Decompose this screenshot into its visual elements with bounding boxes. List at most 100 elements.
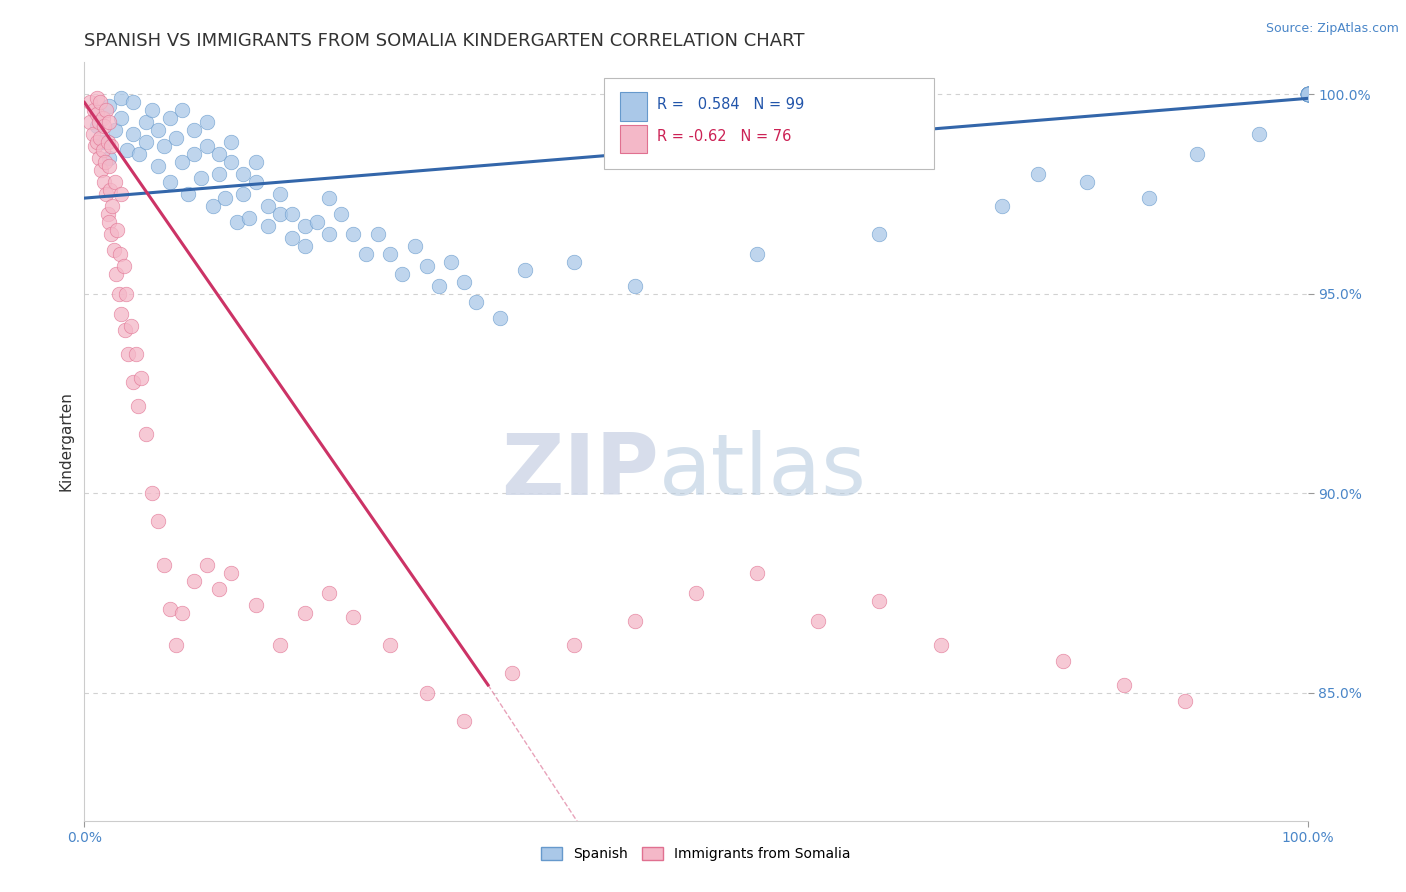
Point: [87, 151, 110, 165]
Point: [1296, 87, 1319, 102]
Point: [342, 227, 364, 241]
Point: [93, 120, 115, 134]
Point: [86, 135, 108, 149]
Point: [502, 665, 524, 680]
Point: [125, 347, 148, 361]
Point: [453, 275, 475, 289]
Point: [135, 426, 157, 441]
Point: [416, 686, 439, 700]
Point: [128, 147, 150, 161]
Point: [86, 120, 108, 134]
Point: [391, 267, 413, 281]
Point: [214, 191, 236, 205]
Point: [103, 243, 125, 257]
Point: [87, 115, 110, 129]
Point: [165, 131, 187, 145]
Point: [245, 598, 267, 612]
Point: [318, 227, 340, 241]
Point: [84, 139, 107, 153]
Point: [82, 128, 104, 142]
Point: [97, 99, 120, 113]
Point: [226, 215, 249, 229]
Point: [1296, 87, 1319, 102]
Point: [1296, 87, 1319, 102]
Point: [513, 263, 536, 277]
Point: [342, 610, 364, 624]
Point: [79, 115, 101, 129]
Point: [195, 115, 218, 129]
Point: [91, 143, 114, 157]
Point: [120, 318, 142, 333]
Point: [201, 199, 224, 213]
Point: [1296, 87, 1319, 102]
Point: [1296, 87, 1319, 102]
Point: [1296, 87, 1319, 102]
Point: [159, 602, 181, 616]
Point: [1187, 147, 1209, 161]
Point: [97, 135, 120, 149]
Point: [464, 294, 486, 309]
Point: [1296, 87, 1319, 102]
Point: [146, 159, 169, 173]
Point: [91, 135, 114, 149]
Point: [97, 115, 120, 129]
Point: [177, 187, 200, 202]
Point: [1296, 87, 1319, 102]
Point: [807, 614, 830, 628]
Point: [1296, 87, 1319, 102]
Point: [269, 207, 291, 221]
Point: [318, 586, 340, 600]
Point: [354, 247, 377, 261]
Point: [86, 107, 108, 121]
Point: [83, 103, 105, 118]
Bar: [620, 92, 647, 120]
Point: [208, 147, 231, 161]
Point: [172, 103, 194, 118]
Bar: [620, 125, 647, 153]
Point: [281, 207, 304, 221]
Point: [153, 139, 176, 153]
Text: SPANISH VS IMMIGRANTS FROM SOMALIA KINDERGARTEN CORRELATION CHART: SPANISH VS IMMIGRANTS FROM SOMALIA KINDE…: [84, 32, 804, 50]
Point: [114, 323, 136, 337]
Point: [183, 123, 205, 137]
Point: [1296, 87, 1319, 102]
Point: [318, 191, 340, 205]
Point: [115, 286, 138, 301]
Point: [153, 558, 176, 573]
Point: [89, 131, 111, 145]
Point: [91, 112, 114, 126]
Point: [172, 155, 194, 169]
Point: [1296, 87, 1319, 102]
Text: Source: ZipAtlas.com: Source: ZipAtlas.com: [1265, 22, 1399, 36]
Point: [195, 139, 218, 153]
Point: [100, 139, 122, 153]
Text: R = -0.62   N = 76: R = -0.62 N = 76: [657, 129, 792, 145]
Point: [1296, 87, 1319, 102]
Point: [190, 171, 212, 186]
Text: atlas: atlas: [659, 430, 868, 514]
Point: [110, 112, 132, 126]
Point: [1114, 678, 1136, 692]
Point: [146, 514, 169, 528]
Point: [1296, 87, 1319, 102]
Point: [367, 227, 389, 241]
Point: [330, 207, 353, 221]
Point: [747, 566, 769, 581]
Point: [305, 215, 328, 229]
Point: [108, 247, 131, 261]
Point: [115, 143, 138, 157]
Point: [219, 566, 242, 581]
Point: [404, 239, 426, 253]
Point: [141, 103, 163, 118]
Point: [105, 267, 128, 281]
Point: [281, 231, 304, 245]
Point: [624, 279, 647, 293]
Legend: Spanish, Immigrants from Somalia: Spanish, Immigrants from Somalia: [536, 842, 856, 867]
Point: [135, 135, 157, 149]
Point: [97, 207, 120, 221]
Point: [1296, 87, 1319, 102]
Point: [1174, 694, 1197, 708]
Point: [79, 95, 101, 110]
Point: [489, 310, 512, 325]
Point: [257, 199, 280, 213]
